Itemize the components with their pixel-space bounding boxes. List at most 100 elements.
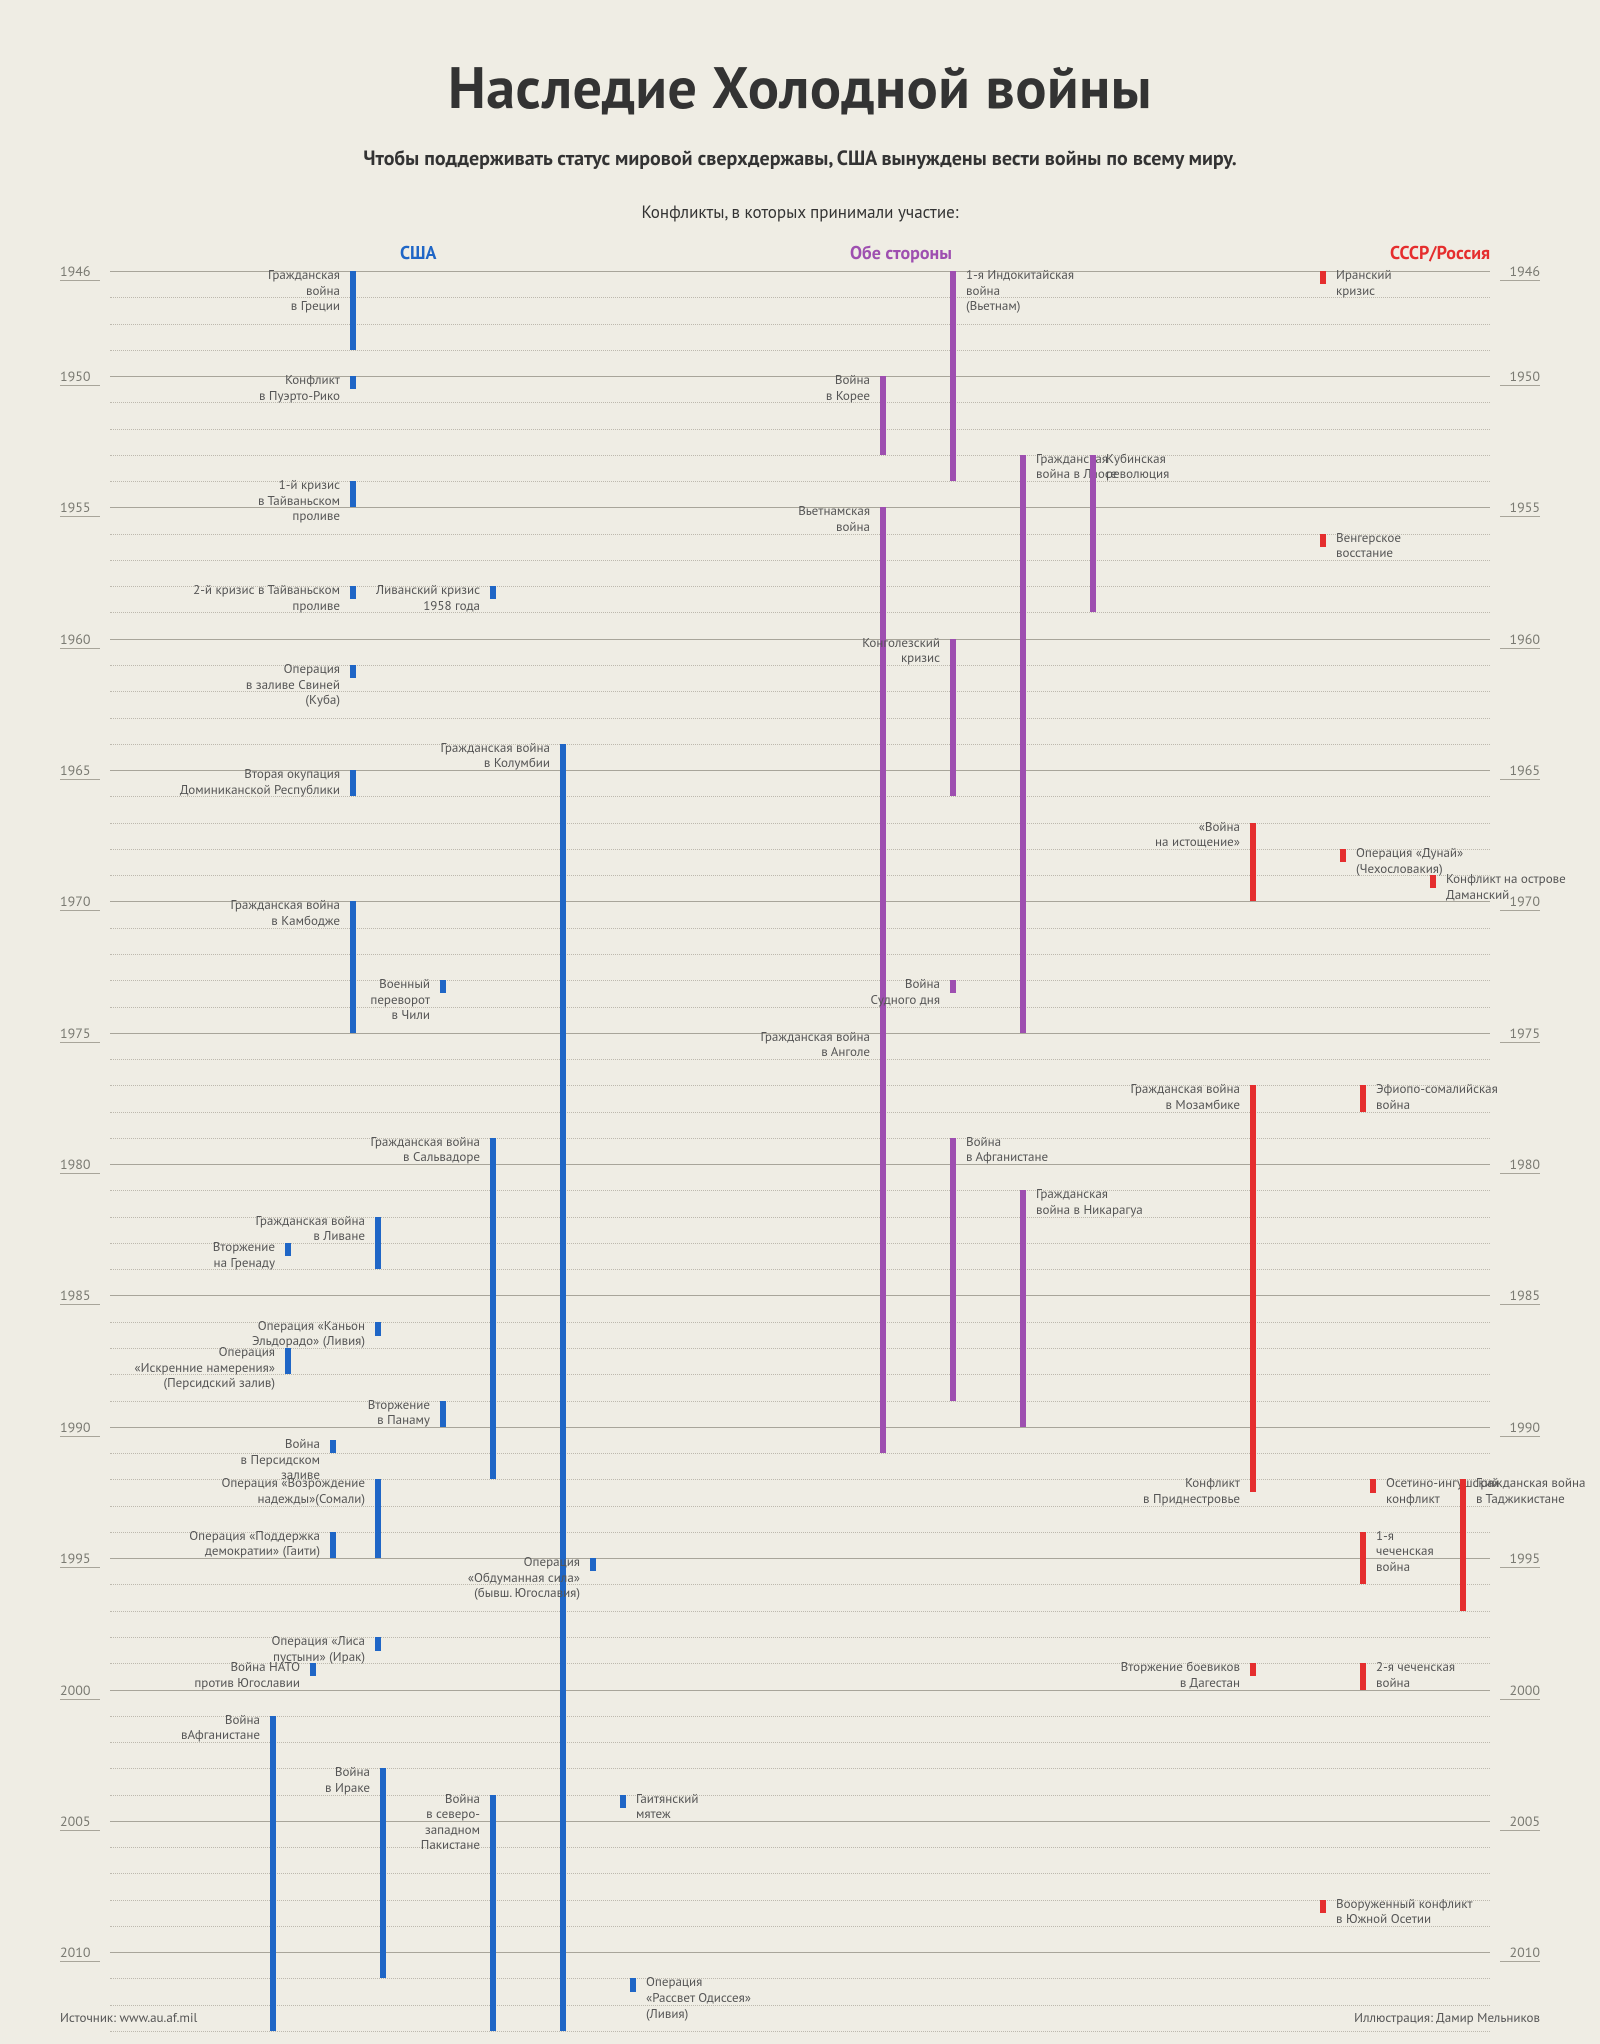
conflict-label: Конголезскийкризис	[760, 635, 940, 666]
year-label-right: 1990	[1509, 1418, 1540, 1436]
conflict-label: Войнав северо-западномПакистане	[300, 1791, 480, 1853]
conflict-bar	[350, 271, 356, 350]
conflict-bar	[330, 1532, 336, 1558]
year-label-right: 1980	[1509, 1155, 1540, 1173]
conflict-bar	[310, 1663, 316, 1676]
conflict-bar	[590, 1558, 596, 1571]
year-minor-gridline	[110, 1374, 1490, 1375]
conflict-bar	[350, 665, 356, 678]
conflict-label: Гражданскаявойна в Никарагуа	[1036, 1186, 1216, 1217]
conflict-label: Конфликт на островеДаманский	[1446, 871, 1566, 902]
conflict-label: Эфиопо-сомалийскаявойна	[1376, 1081, 1556, 1112]
conflict-bar	[1320, 534, 1326, 547]
conflict-bar	[1360, 1085, 1366, 1111]
year-tick-left	[60, 648, 100, 649]
conflict-label: Гражданская войнав Камбодже	[160, 897, 340, 928]
conflict-bar	[375, 1637, 381, 1651]
conflict-label: ВойнавАфганистане	[80, 1712, 260, 1743]
year-minor-gridline	[110, 1900, 1490, 1901]
conflict-bar	[1090, 455, 1096, 613]
conflict-label: Гражданская войнав Сальвадоре	[300, 1134, 480, 1165]
conflict-bar	[1250, 823, 1256, 902]
legend-usa: США	[400, 241, 436, 264]
year-minor-gridline	[110, 1873, 1490, 1874]
year-minor-gridline	[110, 875, 1490, 876]
conflict-bar	[950, 639, 956, 797]
conflict-label: Операция«Обдуманная сила»(бывш. Югослави…	[400, 1554, 580, 1601]
conflict-label: Операцияв заливе Свиней(Куба)	[160, 661, 340, 708]
conflict-bar	[1320, 271, 1326, 284]
conflict-bar	[1250, 1663, 1256, 1676]
year-tick-right	[1500, 1699, 1540, 1700]
year-label-left: 1946	[60, 262, 91, 280]
year-tick-left	[60, 779, 100, 780]
year-minor-gridline	[110, 2031, 1490, 2032]
conflict-label: Кубинскаяреволюция	[1106, 451, 1286, 482]
year-minor-gridline	[110, 429, 1490, 430]
year-tick-left	[60, 1436, 100, 1437]
conflict-label: Вторжениена Гренаду	[95, 1239, 275, 1270]
year-minor-gridline	[110, 1269, 1490, 1270]
year-label-right: 1965	[1509, 761, 1540, 779]
conflict-bar	[950, 980, 956, 993]
conflict-bar	[950, 271, 956, 481]
year-tick-right	[1500, 648, 1540, 649]
conflict-label: Вооруженный конфликтв Южной Осетии	[1336, 1896, 1516, 1927]
subtitle: Чтобы поддерживать статус мировой сверхд…	[60, 145, 1540, 171]
conflict-bar	[350, 481, 356, 507]
conflict-label: Гражданская войнав Колумбии	[370, 740, 550, 771]
conflict-bar	[880, 507, 886, 1032]
conflict-bar	[1360, 1532, 1366, 1585]
year-label-left: 2005	[60, 1812, 91, 1830]
conflict-label: Гражданскаявойнав Греции	[160, 267, 340, 314]
conflict-bar	[270, 1716, 276, 2031]
conflict-bar	[375, 1322, 381, 1336]
year-tick-right	[1500, 516, 1540, 517]
year-label-right: 1960	[1509, 630, 1540, 648]
year-line	[110, 1295, 1490, 1296]
year-label-left: 2010	[60, 1943, 91, 1961]
year-tick-right	[1500, 910, 1540, 911]
year-minor-gridline	[110, 1112, 1490, 1113]
year-tick-left	[60, 910, 100, 911]
conflict-bar	[350, 770, 356, 796]
year-tick-right	[1500, 1304, 1540, 1305]
year-label-right: 1955	[1509, 498, 1540, 516]
conflict-label: Вторая окупацияДоминиканской Республики	[160, 766, 340, 797]
year-tick-left	[60, 1304, 100, 1305]
year-tick-left	[60, 516, 100, 517]
legend-ussr: СССР/Россия	[1390, 241, 1490, 264]
year-tick-right	[1500, 779, 1540, 780]
year-minor-gridline	[110, 823, 1490, 824]
year-minor-gridline	[110, 954, 1490, 955]
conflict-bar	[490, 1795, 496, 2031]
conflict-bar	[1250, 1479, 1256, 1492]
conflict-label: Ливанский кризис1958 года	[300, 582, 480, 613]
conflict-bar	[630, 1978, 636, 1991]
conflict-label: Вторжениев Панаму	[250, 1397, 430, 1428]
conflict-bar	[560, 744, 566, 2031]
conflict-label: Гражданская войнав Мозамбике	[1060, 1081, 1240, 1112]
conflict-label: Операция «Возрождениенадежды»(Сомали)	[185, 1475, 365, 1506]
conflict-label: Операция«Искренние намерения»(Персидский…	[95, 1344, 275, 1391]
conflict-label: Вьетнамскаявойна	[690, 503, 870, 534]
year-minor-gridline	[110, 1742, 1490, 1743]
conflict-label: Гаитянскиймятеж	[636, 1791, 816, 1822]
year-tick-left	[60, 1961, 100, 1962]
year-label-left: 1995	[60, 1549, 91, 1567]
conflict-bar	[1020, 1190, 1026, 1426]
conflict-bar	[490, 1138, 496, 1479]
conflict-bar	[285, 1348, 291, 1374]
year-line	[110, 1952, 1490, 1953]
conflict-label: 1-й кризисв Тайваньскомпроливе	[160, 477, 340, 524]
conflict-bar	[330, 1440, 336, 1453]
conflict-bar	[1430, 875, 1436, 888]
year-minor-gridline	[110, 1611, 1490, 1612]
year-label-right: 1950	[1509, 367, 1540, 385]
conflict-label: Войнав Корее	[690, 372, 870, 403]
year-label-left: 1980	[60, 1155, 91, 1173]
year-label-left: 1975	[60, 1024, 91, 1042]
conflict-bar	[880, 376, 886, 455]
year-tick-left	[60, 1173, 100, 1174]
year-tick-left	[60, 385, 100, 386]
